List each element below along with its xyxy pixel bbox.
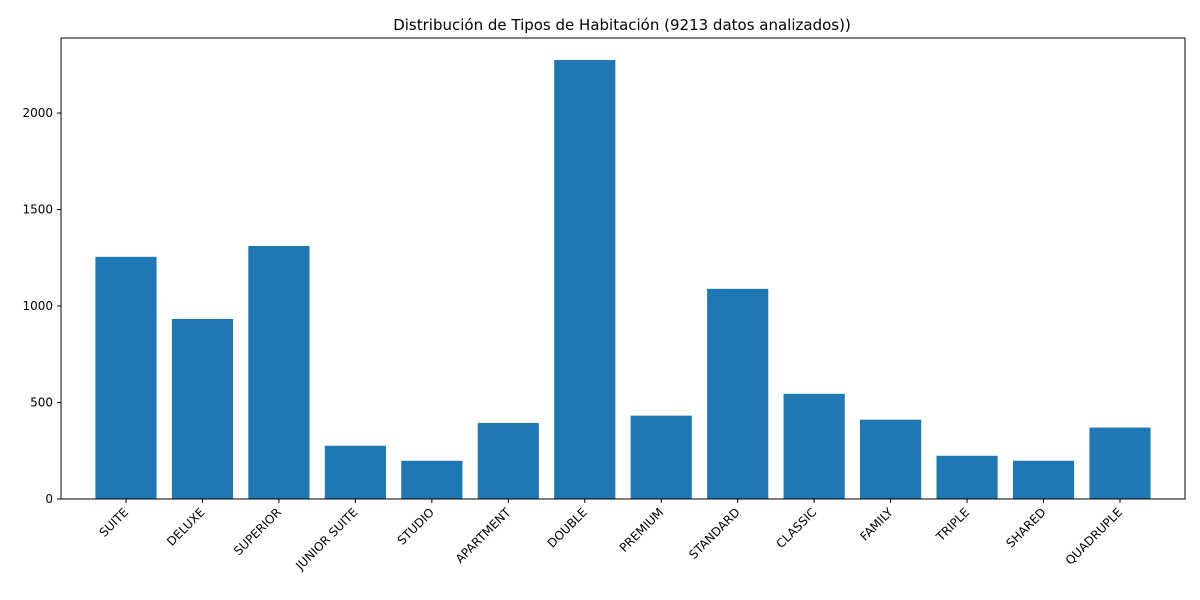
x-tick-label: SUPERIOR [231, 505, 284, 558]
bar-apartment [477, 422, 539, 499]
bar-deluxe [171, 318, 234, 499]
x-tick-label: APARTMENT [453, 505, 514, 566]
y-tick-label: 1000 [22, 299, 53, 313]
bar-junior-suite [324, 445, 386, 499]
bar-family [860, 419, 922, 499]
x-tick-label: PREMIUM [617, 505, 667, 555]
bar-triple [936, 455, 998, 499]
x-tick-label: CLASSIC [774, 505, 820, 551]
y-tick-label: 0 [45, 492, 53, 506]
bar-premium [630, 415, 692, 499]
y-tick-label: 500 [30, 396, 53, 410]
plot-frame [60, 37, 1186, 500]
bar-classic [783, 393, 845, 499]
bar-superior [248, 246, 310, 499]
x-tick-label: SUITE [97, 505, 132, 540]
chart-title: Distribución de Tipos de Habitación (921… [393, 16, 851, 34]
x-tick-label: DELUXE [164, 505, 207, 548]
bar-double [554, 60, 616, 499]
x-tick-label: JUNIOR SUITE [292, 505, 360, 573]
x-tick-label: FAMILY [857, 505, 896, 544]
bar-studio [401, 460, 463, 499]
x-tick-label: TRIPLE [933, 505, 972, 544]
bar-standard [707, 288, 769, 499]
bars [95, 60, 1151, 499]
bar-quadruple [1089, 427, 1151, 499]
y-tick-label: 2000 [22, 106, 53, 120]
y-tick-label: 1500 [22, 203, 53, 217]
y-axis: 0 500 1000 1500 2000 [22, 106, 61, 506]
x-tick-label: DOUBLE [545, 505, 590, 550]
x-axis: SUITE DELUXE SUPERIOR JUNIOR SUITE STUDIO APA… [97, 499, 1125, 573]
bar-shared [1012, 460, 1075, 499]
x-tick-label: QUADRUPLE [1063, 505, 1125, 567]
x-tick-label: SHARED [1003, 505, 1048, 550]
bar-suite [95, 256, 157, 499]
x-tick-label: STUDIO [395, 505, 437, 547]
x-tick-label: STANDARD [686, 505, 743, 562]
